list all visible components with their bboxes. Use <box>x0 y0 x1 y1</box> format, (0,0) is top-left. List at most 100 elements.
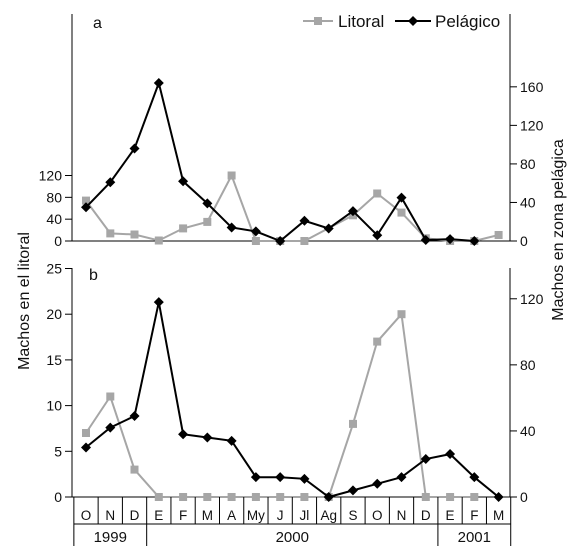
point-litoral-a <box>227 171 236 180</box>
point-litoral-b <box>373 337 382 346</box>
point-litoral-b <box>251 493 260 501</box>
point-pelagico-b <box>202 432 213 443</box>
plot-frames <box>71 14 511 498</box>
month-label: A <box>227 508 236 523</box>
point-pelagico-b <box>153 297 164 308</box>
point-pelagico-b <box>493 492 504 502</box>
legend: Litoral Pelágico <box>303 12 500 31</box>
point-pelagico-a <box>323 223 334 234</box>
year-label: 2000 <box>276 529 309 546</box>
right-tick-label-a: 120 <box>520 117 544 133</box>
legend-litoral-marker <box>314 17 322 25</box>
point-pelagico-a <box>299 215 310 226</box>
panel-label-a: a <box>93 15 102 32</box>
month-label: N <box>397 508 407 523</box>
month-label: D <box>130 508 140 523</box>
legend-pelagico-marker <box>408 16 418 26</box>
point-litoral-b <box>130 465 139 474</box>
month-label: J <box>277 508 284 523</box>
point-pelagico-a <box>226 222 237 233</box>
month-label: My <box>247 508 265 523</box>
right-axis-label: Machos en zona pelágica <box>550 139 567 321</box>
left-tick-label-a: 120 <box>39 168 63 184</box>
point-litoral-b <box>179 493 188 501</box>
point-pelagico-a <box>420 235 431 246</box>
point-litoral-a <box>106 229 115 238</box>
right-tick-label-b: 0 <box>520 489 528 505</box>
point-pelagico-a <box>275 236 286 246</box>
right-tick-label-b: 80 <box>520 357 536 373</box>
point-litoral-b <box>203 493 212 501</box>
point-litoral-b <box>446 493 455 501</box>
point-litoral-b <box>349 419 357 428</box>
point-pelagico-b <box>347 485 358 496</box>
point-pelagico-b <box>178 429 189 440</box>
point-pelagico-b <box>396 472 407 483</box>
point-pelagico-b <box>372 478 383 489</box>
point-pelagico-a <box>347 206 358 217</box>
right-tick-label-b: 120 <box>520 291 544 307</box>
point-litoral-a <box>203 217 212 226</box>
left-tick-label-b: 5 <box>54 443 62 459</box>
point-litoral-a <box>82 196 90 205</box>
point-litoral-b <box>470 493 479 501</box>
point-pelagico-b <box>105 422 116 433</box>
right-tick-label-a: 0 <box>520 233 528 249</box>
left-axis-label: Machos en el litoral <box>16 232 33 370</box>
point-litoral-a <box>373 189 382 198</box>
left-tick-label-b: 10 <box>46 398 62 414</box>
month-label: D <box>421 508 431 523</box>
month-label: M <box>493 508 504 523</box>
month-label: E <box>446 508 455 523</box>
month-label: E <box>154 508 163 523</box>
left-tick-label-a: 80 <box>46 189 62 205</box>
point-pelagico-a <box>202 198 213 209</box>
series-line-litoral-b <box>85 311 475 498</box>
point-pelagico-a <box>105 177 116 188</box>
point-litoral-a <box>494 231 503 239</box>
month-label: Ag <box>320 508 337 523</box>
point-pelagico-b <box>323 492 334 502</box>
point-litoral-b <box>227 493 236 501</box>
month-label: S <box>348 508 357 523</box>
series-line-pelagico-a <box>85 79 475 243</box>
month-label: O <box>372 508 383 523</box>
point-litoral-b <box>276 493 285 501</box>
point-litoral-b <box>397 310 406 319</box>
point-litoral-b <box>300 493 309 501</box>
point-pelagico-b <box>445 449 456 460</box>
point-pelagico-a <box>129 143 140 154</box>
point-pelagico-b <box>469 472 480 483</box>
year-label: 1999 <box>94 529 127 546</box>
right-tick-label-a: 40 <box>520 194 536 210</box>
left-tick-label-b: 20 <box>46 306 62 322</box>
month-label: N <box>105 508 115 523</box>
point-pelagico-a <box>469 236 480 246</box>
series-line-pelagico-b <box>85 301 500 499</box>
month-label: Jl <box>300 508 310 523</box>
point-litoral-a <box>397 208 406 217</box>
left-tick-label-b: 0 <box>54 489 62 505</box>
point-litoral-a <box>251 237 260 245</box>
point-litoral-b <box>106 392 115 401</box>
legend-litoral-label: Litoral <box>338 12 384 31</box>
point-pelagico-a <box>178 176 189 187</box>
right-tick-label-b: 40 <box>520 423 536 439</box>
point-litoral-b <box>154 493 163 501</box>
point-pelagico-b <box>226 435 237 446</box>
point-pelagico-b <box>299 473 310 484</box>
axis-ticks: 0 40 80 120 0 40 80 120 160 0 5 10 15 20 25 0 40 80 120 <box>39 79 544 505</box>
point-pelagico-b <box>275 472 286 483</box>
month-label: O <box>81 508 92 523</box>
right-tick-label-a: 160 <box>520 79 544 95</box>
month-label: F <box>470 508 478 523</box>
point-pelagico-b <box>129 411 140 422</box>
left-tick-label-a: 0 <box>54 233 62 249</box>
month-label: F <box>179 508 187 523</box>
month-label: M <box>202 508 213 523</box>
point-litoral-b <box>421 493 430 501</box>
point-pelagico-a <box>153 77 164 88</box>
right-tick-label-a: 80 <box>520 156 536 172</box>
point-litoral-a <box>179 224 188 233</box>
